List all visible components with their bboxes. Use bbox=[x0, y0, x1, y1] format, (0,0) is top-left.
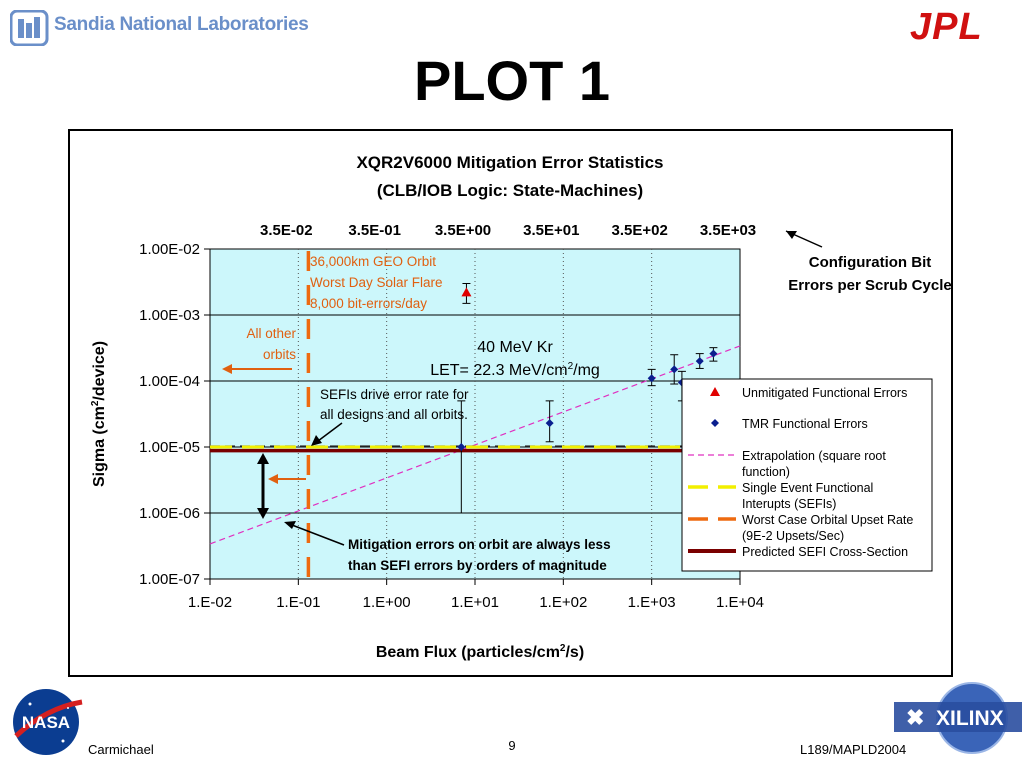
x-tick-label: 1.E+02 bbox=[539, 594, 587, 611]
geo-orbit-note: 8,000 bit-errors/day bbox=[310, 296, 427, 311]
y-tick-label: 1.00E-06 bbox=[139, 505, 200, 522]
tmr-error-point bbox=[695, 357, 704, 366]
legend-label: TMR Functional Errors bbox=[742, 417, 868, 431]
x-axis-label: Beam Flux (particles/cm2/s) bbox=[376, 643, 584, 661]
mitigation-note-arrow bbox=[291, 524, 345, 546]
other-orbits-arrowhead bbox=[222, 364, 232, 374]
legend-label: (9E-2 Upsets/Sec) bbox=[742, 529, 844, 543]
y-tick-label: 1.00E-02 bbox=[139, 241, 200, 258]
nasa-logo-text: NASA bbox=[22, 713, 70, 732]
sefi-note-arrow bbox=[317, 422, 343, 442]
top-axis-label: 3.5E+00 bbox=[435, 222, 491, 239]
legend-label: function) bbox=[742, 465, 790, 479]
sandia-logo-text: Sandia National Laboratories bbox=[54, 14, 309, 35]
legend-label: Single Event Functional bbox=[742, 481, 873, 495]
chart: XQR2V6000 Mitigation Error Statistics (CL… bbox=[90, 153, 951, 661]
tmr-error-point bbox=[709, 349, 718, 358]
legend-label: Unmitigated Functional Errors bbox=[742, 386, 907, 400]
y-tick-label: 1.00E-05 bbox=[139, 439, 200, 456]
legend-symbol-triangle bbox=[710, 387, 720, 396]
footer-page-number: 9 bbox=[508, 738, 516, 753]
chart-subtitle: (CLB/IOB Logic: State-Machines) bbox=[377, 181, 643, 200]
mitigation-note-arrowhead bbox=[284, 521, 296, 529]
tmr-error-point bbox=[545, 419, 554, 428]
legend-symbol-diamond bbox=[711, 419, 719, 427]
svg-text:✖: ✖ bbox=[906, 705, 924, 730]
x-tick-label: 1.E-01 bbox=[276, 594, 320, 611]
orbit-small-arrowhead bbox=[268, 474, 278, 484]
sefi-note: SEFIs drive error rate for bbox=[320, 387, 469, 402]
x-tick-label: 1.E+00 bbox=[363, 594, 411, 611]
geo-orbit-note: 36,000km GEO Orbit bbox=[310, 254, 436, 269]
tmr-error-point bbox=[670, 365, 679, 374]
jpl-logo: JPL bbox=[910, 6, 983, 48]
y-axis-label: Sigma (cm2/device) bbox=[90, 341, 108, 487]
caption-arrowhead bbox=[786, 231, 797, 239]
sandia-logo bbox=[9, 9, 265, 47]
top-axis-caption: Errors per Scrub Cycle bbox=[788, 277, 951, 294]
mitigation-gap-arrowhead bbox=[257, 453, 269, 464]
legend-label: Interupts (SEFIs) bbox=[742, 497, 836, 511]
footer-author: Carmichael bbox=[88, 742, 154, 757]
chart-title: XQR2V6000 Mitigation Error Statistics bbox=[356, 153, 663, 172]
xilinx-logo: ✖ XILINX bbox=[894, 682, 1022, 754]
x-tick-label: 1.E-02 bbox=[188, 594, 232, 611]
sefi-note-arrowhead bbox=[311, 435, 322, 446]
top-axis-caption: Configuration Bit bbox=[809, 254, 931, 271]
x-tick-label: 1.E+04 bbox=[716, 594, 764, 611]
other-orbits-note: All other bbox=[246, 326, 296, 341]
top-axis-label: 3.5E-01 bbox=[348, 222, 401, 239]
top-axis-label: 3.5E-02 bbox=[260, 222, 313, 239]
mitigation-gap-arrowhead bbox=[257, 508, 269, 519]
mitigation-note: than SEFI errors by orders of magnitude bbox=[348, 558, 607, 573]
y-tick-label: 1.00E-07 bbox=[139, 571, 200, 588]
unmitigated-error-point bbox=[461, 287, 472, 297]
page-title: PLOT 1 bbox=[413, 49, 611, 112]
kr-note-line2: LET= 22.3 MeV/cm2/mg bbox=[430, 361, 600, 379]
y-tick-label: 1.00E-04 bbox=[139, 373, 200, 390]
footer-code: L189/MAPLD2004 bbox=[800, 742, 907, 757]
xilinx-logo-text: XILINX bbox=[936, 707, 1004, 730]
other-orbits-note: orbits bbox=[263, 347, 296, 362]
legend-label: Predicted SEFI Cross-Section bbox=[742, 545, 908, 559]
legend-label: Worst Case Orbital Upset Rate bbox=[742, 513, 913, 527]
chart-frame: XQR2V6000 Mitigation Error Statistics (CL… bbox=[68, 129, 953, 677]
x-tick-label: 1.E+03 bbox=[628, 594, 676, 611]
sandia-emblem-icon bbox=[9, 9, 49, 47]
mitigation-note: Mitigation errors on orbit are always le… bbox=[348, 537, 611, 552]
tmr-error-point bbox=[647, 374, 656, 383]
sefi-note: all designs and all orbits. bbox=[320, 407, 468, 422]
kr-note-line1: 40 MeV Kr bbox=[477, 339, 553, 356]
top-axis-label: 3.5E+01 bbox=[523, 222, 579, 239]
y-tick-label: 1.00E-03 bbox=[139, 307, 200, 324]
geo-orbit-note: Worst Day Solar Flare bbox=[310, 275, 443, 290]
nasa-logo: NASA bbox=[13, 689, 83, 755]
top-axis-label: 3.5E+03 bbox=[700, 222, 756, 239]
legend-label: Extrapolation (square root bbox=[742, 449, 886, 463]
tmr-error-point bbox=[457, 443, 466, 451]
legend bbox=[681, 378, 933, 572]
x-tick-label: 1.E+01 bbox=[451, 594, 499, 611]
top-axis-label: 3.5E+02 bbox=[612, 222, 668, 239]
